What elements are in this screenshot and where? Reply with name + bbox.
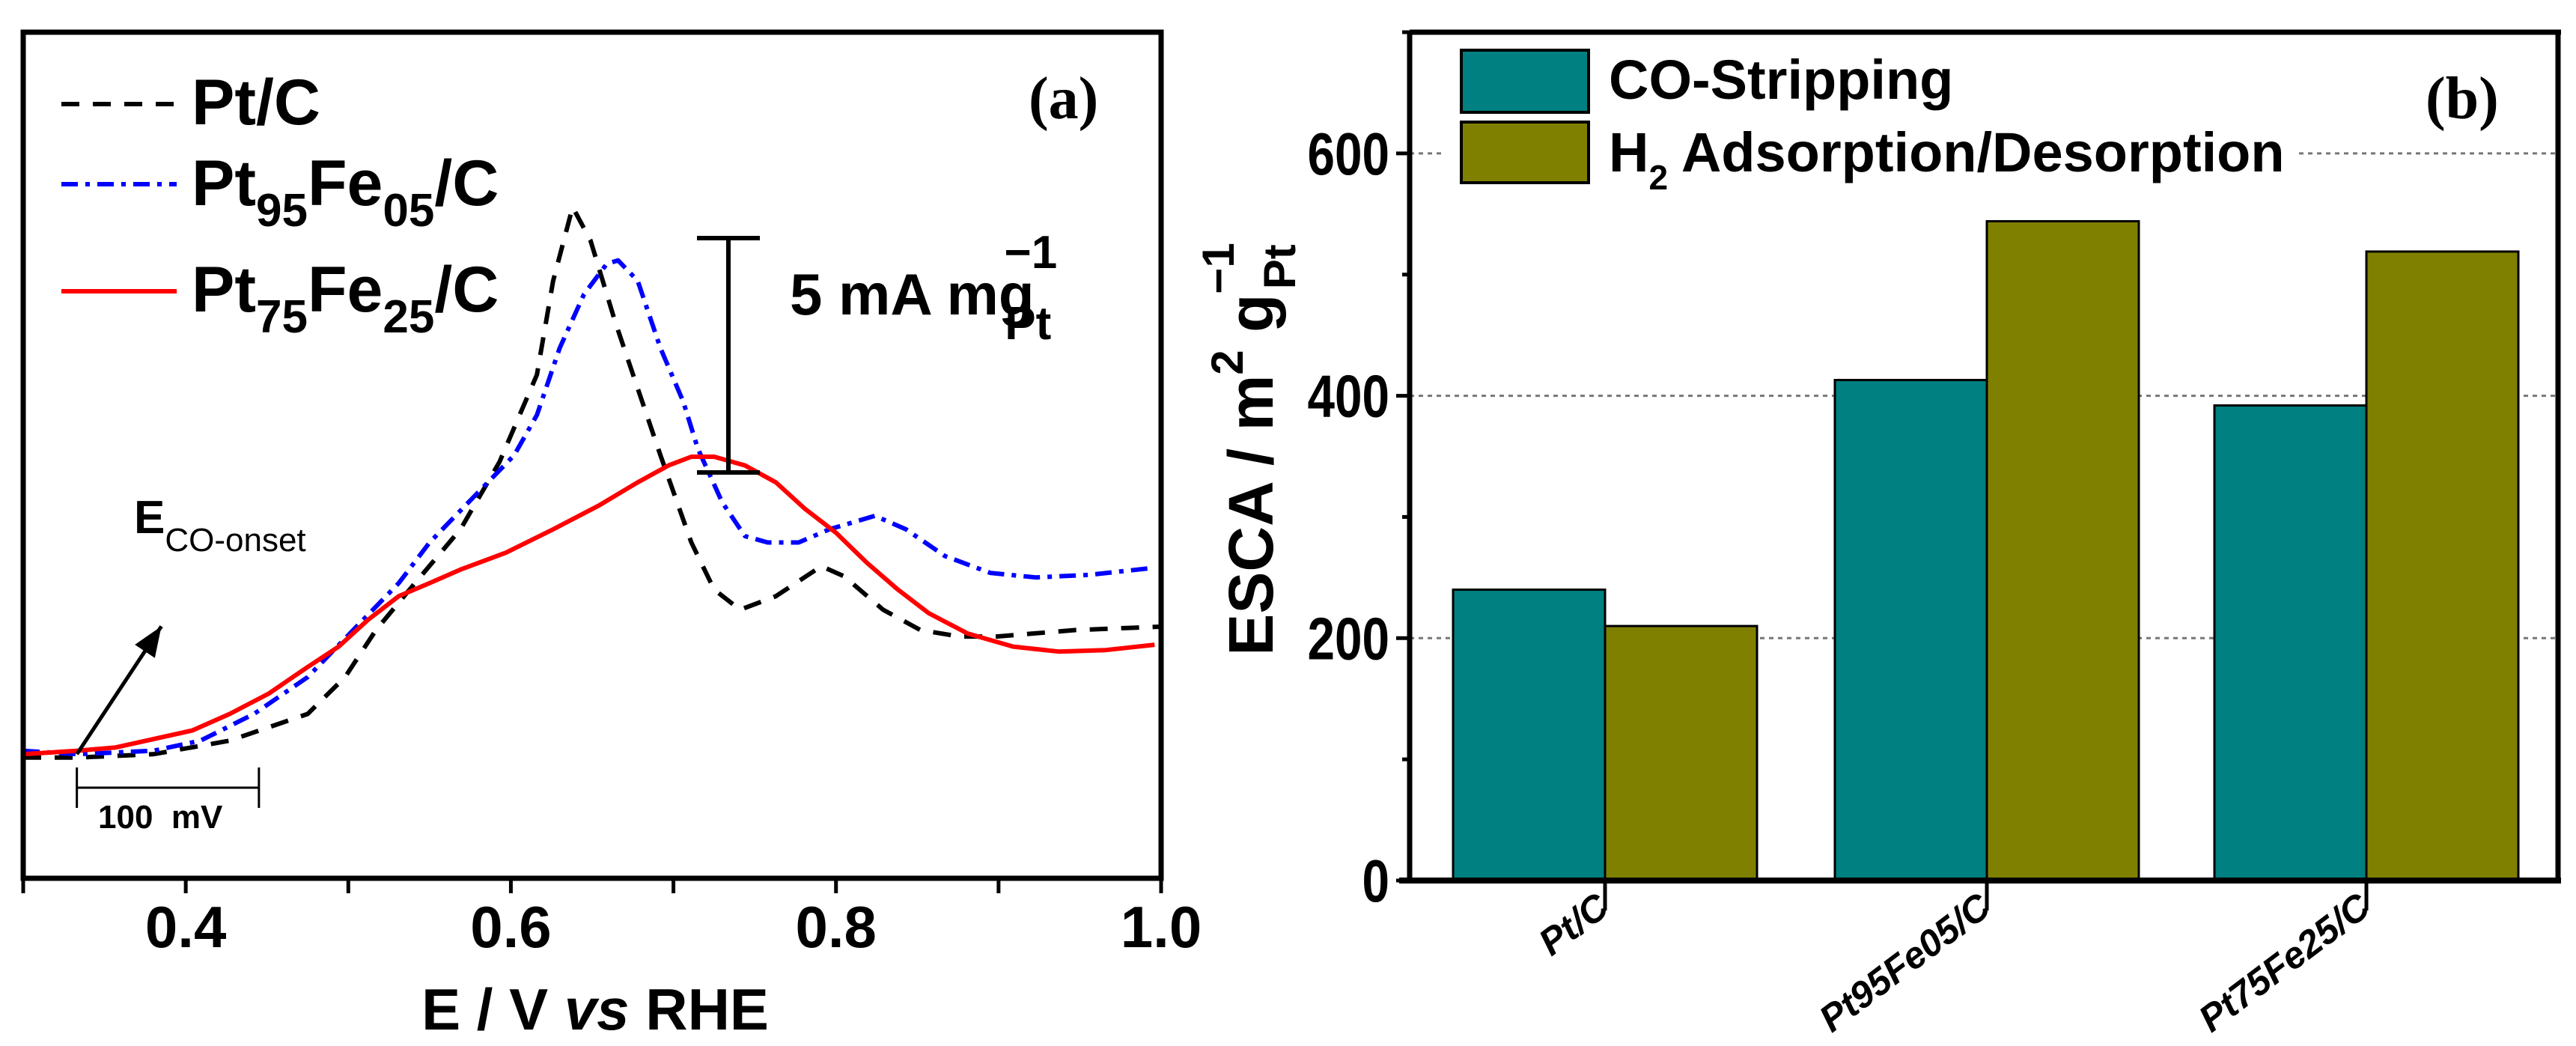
legend-label-pt75fe25: Pt75Fe25/C <box>192 254 499 343</box>
x-tick-label: 0.6 <box>470 894 551 960</box>
panel-label-a: (a) <box>1029 66 1098 132</box>
bar-pt-c-co <box>1452 589 1607 882</box>
x-category-label: Pt75Fe25/C <box>2191 885 2378 1040</box>
plot-frame <box>20 29 1164 881</box>
bars <box>1452 219 2520 882</box>
x-axis-label: E / V vs RHE <box>421 976 769 1042</box>
y-axis-label: ESCA / m2 g−1 Pt <box>1193 243 1305 655</box>
curve-pt-c <box>23 204 1160 760</box>
bar-pt75fe25-c-h2 <box>2365 250 2520 882</box>
bar-pt95fe05-c-co <box>1833 379 1988 882</box>
current-scale-bar: 5 mA mg−1 Pt <box>697 227 1057 475</box>
legend-swatch-h2-adsorption <box>1460 121 1590 184</box>
x-ticks: 0.4 0.6 0.8 1.0 <box>21 878 1202 960</box>
curve-pt95fe05-c <box>22 258 1152 757</box>
y-tick-label: 0 <box>1362 848 1389 915</box>
panel-b-bar-chart: CO-Stripping H2 Adsorption/Desorption (b… <box>1193 29 2561 1040</box>
panel-label-b: (b) <box>2426 66 2499 132</box>
onset-annotation: ECO-onset <box>134 492 306 559</box>
legend-swatch-co-stripping <box>1460 49 1590 114</box>
legend: CO-Stripping H2 Adsorption/Desorption <box>1460 49 2285 197</box>
legend-label-pt-c: Pt/C <box>192 67 320 139</box>
bar-pt75fe25-c-co <box>2213 404 2368 882</box>
bar-pt-c-h2 <box>1604 624 1759 882</box>
x-tick-label: 0.4 <box>145 894 226 960</box>
y-tick-label: 600 <box>1308 121 1389 188</box>
y-tick-label: 200 <box>1308 605 1389 672</box>
legend: Pt/C Pt95Fe05/C Pt75Fe25/C <box>61 67 499 343</box>
bar-pt95fe05-c-h2 <box>1985 219 2140 882</box>
x-tick-label: 1.0 <box>1121 894 1202 960</box>
arrow-head-icon <box>135 626 162 658</box>
x-category-label: Pt95Fe05/C <box>1812 885 1999 1040</box>
y-tick-label: 400 <box>1308 362 1389 430</box>
legend-label-pt95fe05: Pt95Fe05/C <box>192 148 499 237</box>
legend-label-h2-adsorption: H2 Adsorption/Desorption <box>1609 121 2285 197</box>
potential-bar-label: 100 mV <box>98 799 223 836</box>
onset-arrow <box>75 625 163 755</box>
curve-pt75fe25-c <box>22 454 1155 757</box>
scale-bar-label: 5 mA mg−1 Pt <box>790 227 1057 350</box>
potential-bar: 100 mV <box>76 767 261 836</box>
legend-label-co-stripping: CO-Stripping <box>1609 49 1953 111</box>
curves <box>22 204 1160 760</box>
panel-a-cv-plot: 0.4 0.6 0.8 1.0 Pt/C Pt95Fe05/C Pt75Fe25/C … <box>20 29 1202 1042</box>
x-tick-label: 0.8 <box>795 894 876 960</box>
